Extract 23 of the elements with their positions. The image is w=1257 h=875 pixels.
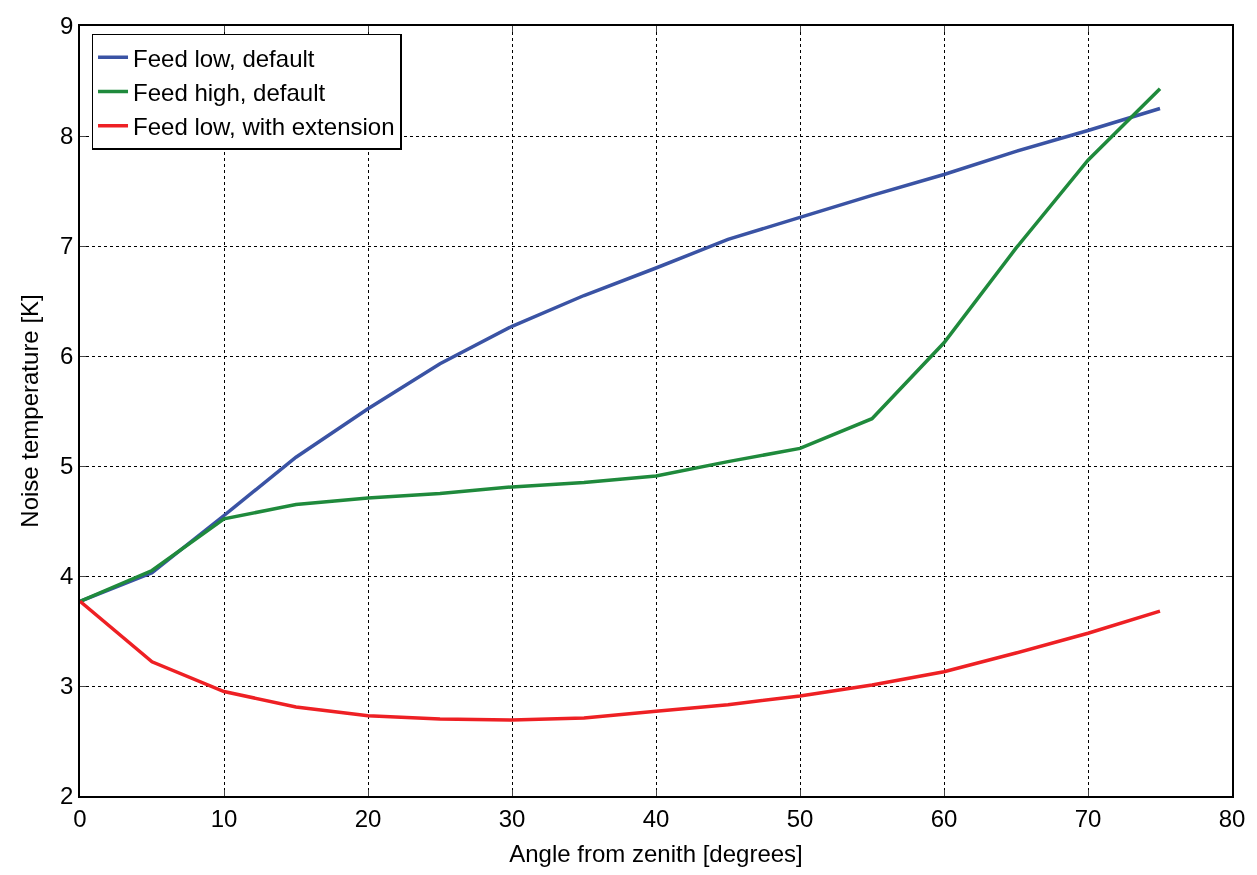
y-axis-title: Noise temperature [K] — [15, 294, 43, 528]
x-tick-label: 70 — [1074, 804, 1102, 832]
legend-label: Feed low, default — [133, 44, 315, 72]
x-tick-label: 40 — [642, 804, 670, 832]
y-tick-label: 8 — [60, 122, 74, 150]
x-tick-label: 30 — [498, 804, 526, 832]
x-tick-label: 20 — [354, 804, 382, 832]
x-tick-label: 80 — [1218, 804, 1246, 832]
x-tick-label: 60 — [930, 804, 958, 832]
x-tick-label: 10 — [210, 804, 238, 832]
line-series — [80, 599, 1162, 722]
y-tick-label: 6 — [60, 342, 74, 370]
x-tick-label: 0 — [73, 804, 87, 832]
y-tick-label: 7 — [60, 232, 74, 260]
y-tick-label: 3 — [60, 672, 74, 700]
legend-label: Feed low, with extension — [133, 113, 395, 141]
y-tick-label: 9 — [60, 12, 74, 40]
legend-label: Feed high, default — [133, 78, 326, 106]
x-tick-label: 50 — [786, 804, 814, 832]
x-axis-title: Angle from zenith [degrees] — [509, 840, 803, 868]
y-tick-label: 4 — [60, 562, 74, 590]
y-tick-label: 5 — [60, 452, 74, 480]
y-tick-label: 2 — [60, 782, 74, 810]
